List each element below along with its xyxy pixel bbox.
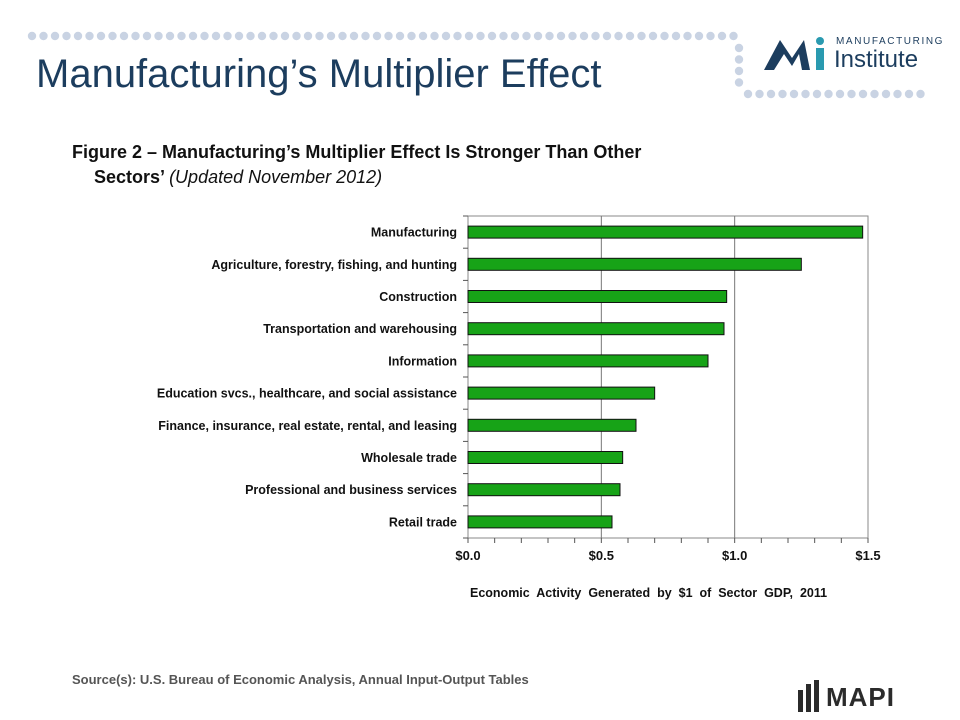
category-label: Construction: [379, 290, 457, 304]
manufacturing-institute-logo: MANUFACTURING Institute: [762, 34, 942, 74]
top-dots-decoration: [27, 31, 738, 41]
figure-title: Figure 2 – Manufacturing’s Multiplier Ef…: [72, 140, 832, 190]
bar: [467, 354, 709, 368]
bar: [467, 483, 621, 497]
bar: [467, 451, 624, 464]
category-label: Information: [388, 354, 457, 368]
mapi-logo-mark-icon: [798, 680, 819, 712]
logo-main-text: Institute: [834, 46, 919, 73]
bar: [467, 386, 656, 400]
category-label: Education svcs., healthcare, and social …: [157, 387, 457, 401]
bar: [467, 257, 802, 271]
x-tick-label: $1.0: [722, 548, 747, 563]
x-tick-label: $0.5: [589, 548, 614, 563]
bar: [467, 322, 725, 336]
source-note: Source(s): U.S. Bureau of Economic Analy…: [72, 672, 529, 687]
mapi-logo-text: MAPI: [826, 682, 895, 712]
figure-title-line2: Sectors’: [94, 167, 165, 187]
category-label: Finance, insurance, real estate, rental,…: [158, 419, 457, 433]
bar: [467, 515, 613, 529]
category-label: Retail trade: [389, 515, 457, 529]
x-tick-label: $0.0: [455, 548, 480, 563]
bar: [467, 418, 637, 432]
bar: [467, 290, 728, 303]
x-tick-label: $1.5: [855, 548, 880, 563]
bar: [467, 225, 864, 239]
mapi-logo: MAPI: [796, 680, 916, 714]
figure-updated-note: (Updated November 2012): [169, 167, 383, 187]
category-label: Professional and business services: [245, 483, 457, 497]
logo-top-text: MANUFACTURING: [836, 36, 945, 47]
mi-logo-mark-icon: [764, 37, 824, 70]
x-axis-label: Economic Activity Generated by $1 of Sec…: [470, 586, 827, 600]
category-label: Manufacturing: [371, 226, 457, 240]
category-label: Agriculture, forestry, fishing, and hunt…: [211, 258, 457, 272]
side-dots-decoration: [734, 43, 744, 87]
category-label: Transportation and warehousing: [263, 322, 457, 336]
bottom-dots-decoration: [743, 89, 925, 99]
slide-title: Manufacturing’s Multiplier Effect: [36, 52, 602, 96]
category-label: Wholesale trade: [361, 451, 457, 465]
figure-title-line1: Figure 2 – Manufacturing’s Multiplier Ef…: [72, 142, 642, 162]
